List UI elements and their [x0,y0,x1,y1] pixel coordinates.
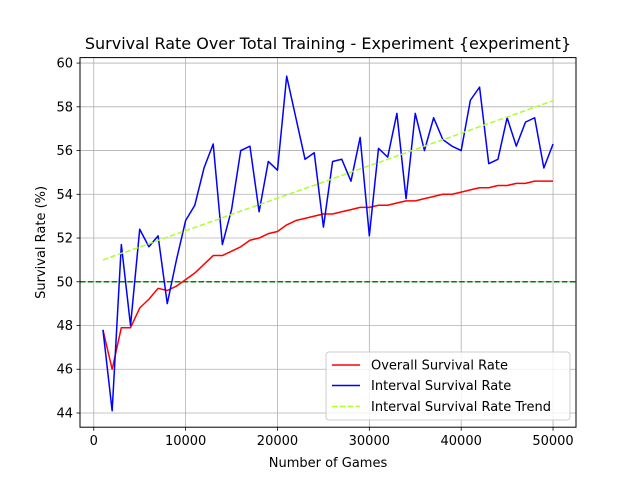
x-tick-label: 50000 [532,434,573,449]
legend-label-overall: Overall Survival Rate [371,359,508,374]
legend-label-interval: Interval Survival Rate [371,379,511,394]
x-tick-label: 40000 [441,434,482,449]
y-tick-label: 56 [56,144,73,159]
x-tick-label: 20000 [257,434,298,449]
legend-box [325,351,571,421]
axis-ticks: 0 10000 20000 30000 40000 50000 44 46 48 50 52 54 56… [56,57,573,450]
overall-survival-line [102,180,554,370]
y-tick-label: 60 [56,57,73,72]
y-axis-label: Survival Rate (%) [34,186,49,299]
y-tick-label: 58 [56,100,73,115]
x-axis-label: Number of Games [269,456,388,471]
interval-survival-line [102,75,554,412]
y-tick-label: 50 [56,275,73,290]
y-tick-label: 46 [56,363,73,378]
series-lines [102,75,554,412]
y-tick-label: 54 [56,188,73,203]
interval-trend-line [102,99,554,261]
x-tick-label: 0 [90,434,98,449]
y-tick-label: 52 [56,232,73,247]
x-tick-label: 10000 [165,434,206,449]
chart-title: Survival Rate Over Total Training - Expe… [85,34,571,53]
x-tick-label: 30000 [349,434,390,449]
y-tick-label: 44 [56,406,73,421]
y-tick-label: 48 [56,319,73,334]
legend: Overall Survival Rate Interval Survival … [325,351,571,421]
plot-frame [79,57,577,428]
legend-label-trend: Interval Survival Rate Trend [371,400,551,415]
